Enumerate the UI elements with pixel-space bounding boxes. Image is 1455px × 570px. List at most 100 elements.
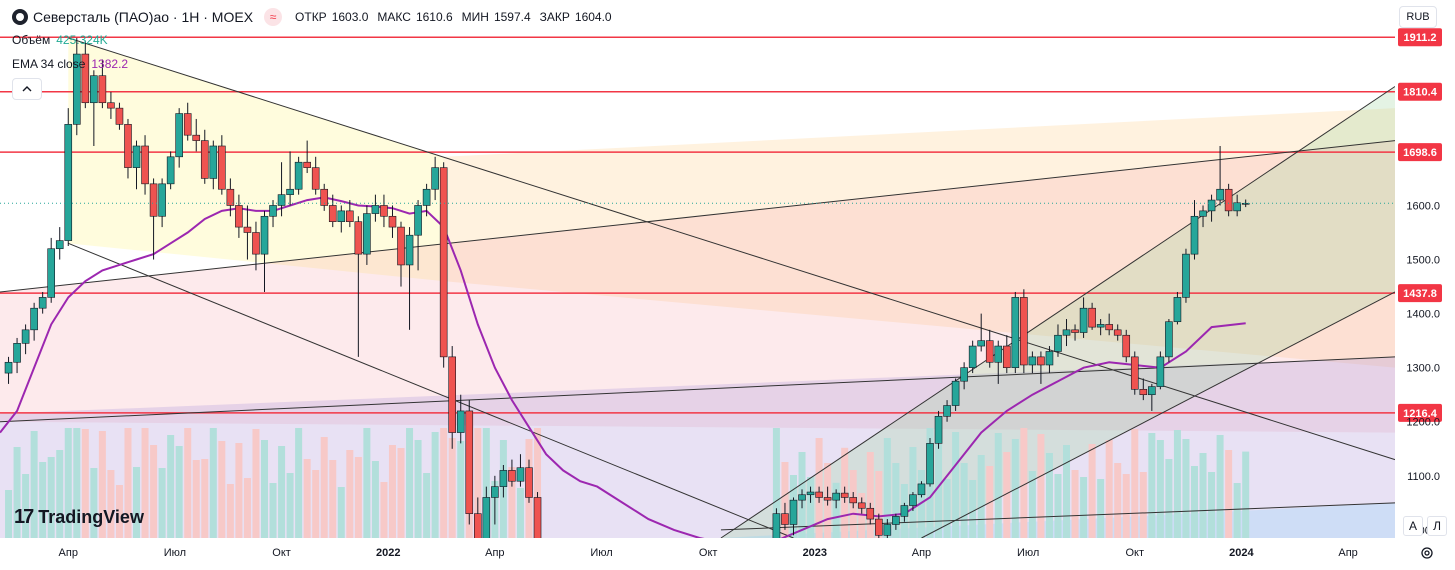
volume-bar xyxy=(1148,433,1156,538)
volume-bar xyxy=(39,462,47,538)
candle-body xyxy=(388,215,397,228)
ema-legend[interactable]: EMA 34 close 1382.2 xyxy=(12,57,128,71)
candle-body xyxy=(90,75,98,104)
volume-bar xyxy=(1199,453,1207,538)
candle-body xyxy=(192,134,201,141)
volume-bar xyxy=(13,447,21,538)
volume-bar xyxy=(1020,428,1028,538)
candles xyxy=(4,37,1250,570)
time-tick-label: Окт xyxy=(272,547,291,559)
volume-bar xyxy=(1233,483,1241,538)
time-tick-label: Апр xyxy=(59,547,78,559)
volume-bar xyxy=(226,484,234,538)
volume-bar xyxy=(303,459,311,538)
volume-bar xyxy=(1045,453,1053,538)
candle-body xyxy=(277,194,286,206)
volume-bar xyxy=(1131,429,1139,538)
ema-line xyxy=(0,196,1246,545)
candle-body xyxy=(840,492,849,498)
symbol-title[interactable]: Северсталь (ПАО)ао · 1Н · MOEX xyxy=(33,9,254,25)
time-tick-label: Апр xyxy=(1338,547,1357,559)
volume-bar xyxy=(354,457,362,538)
level-price-label: 1911.2 xyxy=(1403,32,1436,44)
price-tick-label: 1200.0 xyxy=(1406,417,1440,429)
time-axis[interactable]: Апр Июл Окт 2022 Апр Июл Окт 2023 Апр Июл Окт 2024 А… xyxy=(0,538,1395,570)
candle-body xyxy=(294,161,303,190)
time-tick-label: 2023 xyxy=(803,547,827,559)
level-price-label: 1810.4 xyxy=(1403,87,1438,99)
close-value: 1604.0 xyxy=(574,10,612,24)
candle-body xyxy=(98,75,107,104)
candle-body xyxy=(815,491,823,498)
volume-bar xyxy=(346,450,354,538)
candle-body xyxy=(951,380,960,406)
candle-body xyxy=(226,188,235,206)
candle-body xyxy=(320,188,329,206)
candle-body xyxy=(1011,297,1020,368)
candle-body xyxy=(1037,356,1045,366)
volume-bar xyxy=(781,462,789,538)
candle-body xyxy=(149,183,158,217)
data-status-icon[interactable]: ≈ xyxy=(264,8,283,26)
tradingview-logo[interactable]: 17 TradingView xyxy=(14,506,144,529)
candle-body xyxy=(1002,345,1011,368)
currency-button[interactable]: RUB xyxy=(1399,6,1437,28)
volume-bar xyxy=(22,474,30,538)
candle-body xyxy=(985,340,994,363)
trendline-flat xyxy=(720,502,1396,531)
volume-bar xyxy=(337,487,345,538)
volume-bar xyxy=(90,468,98,538)
volume-bar xyxy=(1173,430,1181,538)
ema-value: 1382.2 xyxy=(91,57,129,71)
candle-body xyxy=(303,161,311,168)
candle-body xyxy=(380,205,388,217)
candle-body xyxy=(158,183,166,217)
low-value: 1597.4 xyxy=(493,10,531,24)
level-price-tag xyxy=(1398,284,1442,303)
candle-body xyxy=(346,210,354,222)
volume-bar xyxy=(64,428,72,538)
candle-body xyxy=(448,356,457,433)
volume-bar xyxy=(1028,471,1036,538)
volume-bar xyxy=(81,429,89,538)
open-label: ОТКР xyxy=(295,10,327,24)
volume-bar xyxy=(98,431,106,538)
candle-body xyxy=(926,443,934,485)
level-price-tag xyxy=(1398,143,1442,162)
chevron-up-icon xyxy=(22,86,32,92)
volume-bar xyxy=(363,428,371,538)
candle-body xyxy=(422,188,431,206)
volume-bar xyxy=(175,446,183,538)
volume-bar xyxy=(1071,470,1079,538)
candle-body xyxy=(456,410,465,433)
volume-legend[interactable]: Объём 425.324K xyxy=(12,33,108,47)
gear-icon[interactable] xyxy=(1418,544,1436,562)
time-axis-background xyxy=(0,538,1395,570)
candle-body xyxy=(465,410,474,514)
candle-body xyxy=(977,340,985,347)
volume-bar xyxy=(994,433,1002,538)
collapse-legend-button[interactable] xyxy=(12,78,42,100)
volume-bar xyxy=(47,457,55,538)
auto-scale-button[interactable]: A xyxy=(1403,516,1423,536)
candle-body xyxy=(218,145,226,190)
candle-body xyxy=(81,53,90,104)
candle-body xyxy=(823,497,832,501)
candle-body xyxy=(883,524,892,536)
candle-body xyxy=(269,205,277,217)
candle-body xyxy=(235,205,243,228)
channel-upper-line xyxy=(720,86,1396,539)
volume-bar xyxy=(252,429,260,538)
volume-bar xyxy=(875,471,883,538)
candle-body xyxy=(1105,324,1113,331)
candle-body xyxy=(166,156,175,185)
time-tick-label: Июл xyxy=(590,547,612,559)
volume-bar xyxy=(772,428,780,538)
candle-body xyxy=(30,307,38,331)
candle-body xyxy=(1028,356,1037,366)
candle-body xyxy=(175,113,183,158)
volume-bar xyxy=(1182,439,1190,538)
volume-bar xyxy=(115,485,123,538)
log-scale-button[interactable]: Л xyxy=(1427,516,1447,536)
